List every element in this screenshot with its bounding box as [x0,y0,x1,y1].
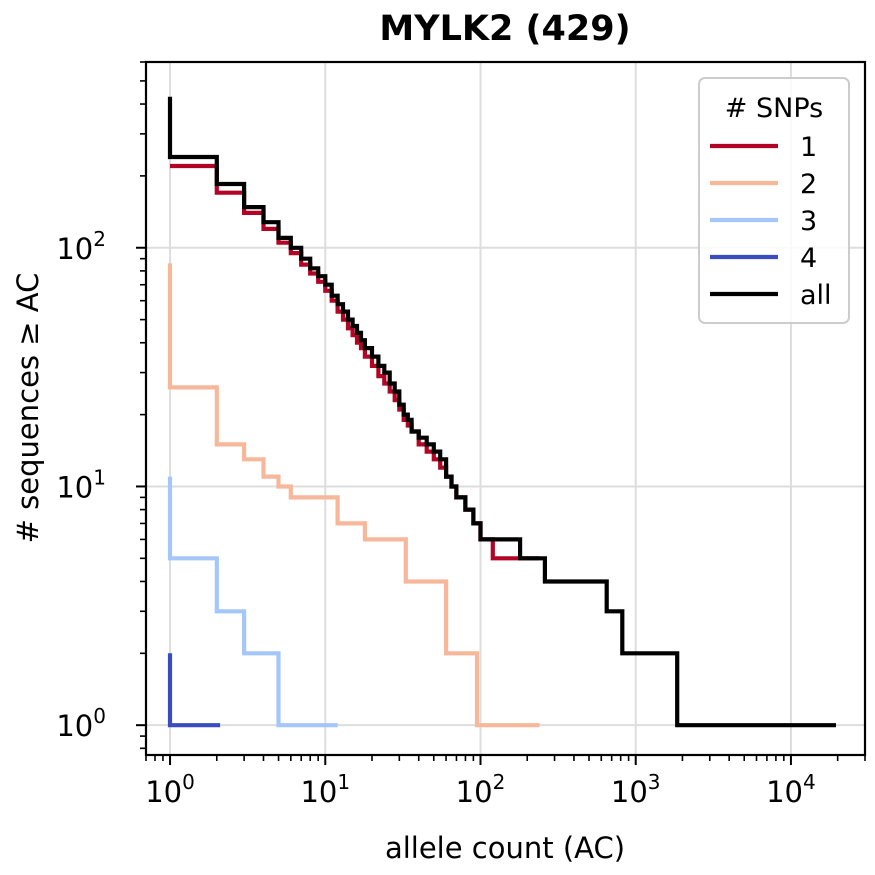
x-axis: 100 101 102 103 104 [145,755,866,809]
legend-label-all: all [800,280,832,311]
series-line-3 [167,476,338,728]
y-tick-label: 100 [56,704,106,743]
x-tick-label: 100 [145,770,195,809]
legend-title: # SNPs [725,93,823,124]
series-line-4 [167,653,221,728]
legend: # SNPs 1 2 3 4 all [698,77,850,324]
y-tick-label: 102 [56,227,106,266]
x-tick-label: 103 [611,770,661,809]
plot-area [167,96,836,728]
legend-box [698,77,850,324]
series-line-all [167,96,836,728]
x-axis-title: allele count (AC) [385,831,625,865]
y-axis: 100 101 102 [56,61,146,750]
y-axis-title: # sequences ≥ AC [11,273,45,544]
x-tick-label: 102 [456,770,506,809]
y-tick-label: 101 [56,465,106,504]
legend-label-1: 1 [800,132,817,163]
axes-frame [144,60,867,757]
legend-label-4: 4 [800,243,817,274]
x-tick-label: 101 [300,770,350,809]
series-line-2 [167,263,540,728]
legend-label-2: 2 [800,169,817,200]
legend-entries: 1 2 3 4 all [710,132,832,311]
legend-label-3: 3 [800,206,817,237]
x-tick-label: 104 [766,770,816,809]
chart-title: MYLK2 (429) [379,9,630,49]
